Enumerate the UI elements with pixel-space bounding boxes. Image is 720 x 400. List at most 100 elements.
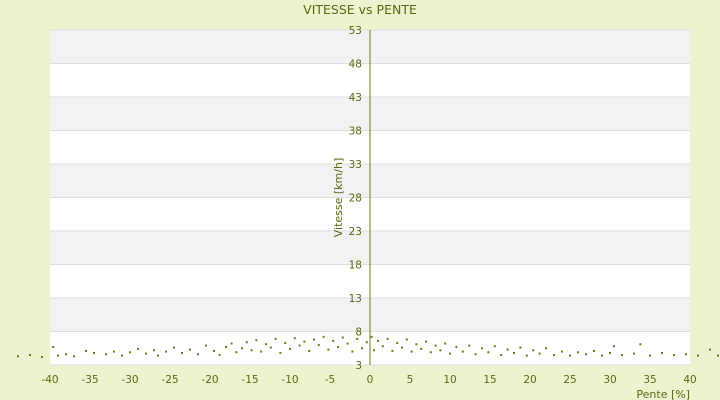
data-point xyxy=(577,351,579,354)
data-point xyxy=(709,348,711,351)
x-tick-label: 30 xyxy=(603,374,616,386)
data-point xyxy=(129,351,131,354)
data-point xyxy=(332,339,335,342)
data-point xyxy=(260,350,263,353)
x-tick-label: 25 xyxy=(563,374,576,386)
x-tick-label: 35 xyxy=(643,374,656,386)
data-point xyxy=(197,353,199,356)
y-tick-label: 38 xyxy=(349,126,362,138)
data-point xyxy=(269,346,272,349)
x-tick-label: -40 xyxy=(41,374,58,386)
data-point xyxy=(274,337,277,340)
data-point xyxy=(351,350,354,353)
data-point xyxy=(57,354,59,357)
x-tick-label: 20 xyxy=(523,374,536,386)
data-point xyxy=(189,348,191,351)
data-point xyxy=(365,341,368,344)
y-tick-label: 28 xyxy=(349,193,362,205)
data-point xyxy=(487,351,490,354)
data-point xyxy=(173,346,175,349)
data-point xyxy=(165,350,167,353)
data-point xyxy=(613,345,615,348)
data-point xyxy=(250,349,253,352)
data-point xyxy=(361,347,363,350)
data-point xyxy=(685,353,687,356)
data-point xyxy=(661,351,663,354)
data-point xyxy=(545,347,547,350)
data-point xyxy=(370,335,373,338)
data-point xyxy=(225,345,227,348)
x-tick-label: 40 xyxy=(683,374,696,386)
data-point xyxy=(609,351,611,354)
data-point xyxy=(474,353,477,356)
data-point xyxy=(429,351,432,354)
data-point xyxy=(639,343,642,346)
data-point xyxy=(493,345,496,348)
data-point xyxy=(213,349,215,352)
data-point xyxy=(327,348,330,351)
data-point xyxy=(245,341,248,344)
data-point xyxy=(293,337,296,340)
data-point xyxy=(113,350,115,353)
data-point xyxy=(649,354,651,357)
x-axis-label: Pente [%] xyxy=(636,388,690,400)
data-point xyxy=(289,347,291,350)
data-point xyxy=(525,354,528,357)
data-point xyxy=(396,341,399,344)
x-tick-label: -30 xyxy=(121,374,138,386)
x-tick-label: 10 xyxy=(443,374,456,386)
y-tick-label: 23 xyxy=(349,226,362,238)
x-tick-label: 15 xyxy=(483,374,496,386)
y-tick-label: 3 xyxy=(355,360,362,372)
data-point xyxy=(500,353,503,356)
data-point xyxy=(386,337,389,340)
data-point xyxy=(205,344,207,347)
data-point xyxy=(235,351,238,354)
data-point xyxy=(145,352,147,355)
y-axis-label: Vitesse [km/h] xyxy=(332,158,345,238)
data-point xyxy=(153,349,155,352)
data-point xyxy=(561,350,563,353)
y-tick-label: 18 xyxy=(349,260,362,272)
x-tick-label: -5 xyxy=(325,374,335,386)
data-point xyxy=(532,349,535,352)
data-point xyxy=(157,354,159,357)
data-point xyxy=(230,342,233,345)
data-point xyxy=(93,351,95,354)
x-tick-label: -15 xyxy=(241,374,258,386)
data-point xyxy=(322,335,325,338)
data-point xyxy=(601,354,603,357)
data-point xyxy=(218,353,221,356)
data-point xyxy=(585,353,587,356)
data-point xyxy=(337,345,339,348)
data-point xyxy=(420,347,423,350)
data-point xyxy=(298,344,301,347)
data-point xyxy=(538,352,541,355)
data-point xyxy=(284,341,287,344)
data-point xyxy=(461,350,464,353)
x-tick-label: -35 xyxy=(81,374,98,386)
x-tick-label: 0 xyxy=(367,374,374,386)
data-point xyxy=(621,353,623,356)
data-point xyxy=(181,351,183,354)
data-point xyxy=(697,354,699,357)
data-point xyxy=(121,354,123,357)
data-point xyxy=(593,349,595,352)
data-point xyxy=(65,353,67,356)
data-point xyxy=(449,352,451,355)
y-tick-label: 53 xyxy=(349,25,362,37)
data-point xyxy=(317,343,320,346)
data-point xyxy=(425,340,427,343)
data-point xyxy=(415,343,418,346)
y-tick-label: 43 xyxy=(349,92,362,104)
x-tick-labels: -40 -35 -30 -25 -20 -15 -10 -5 0 5 10 15 20 25 30 35 40 xyxy=(41,374,696,386)
y-tick-label: 8 xyxy=(355,327,362,339)
data-point xyxy=(377,339,379,342)
data-point xyxy=(279,351,282,354)
data-point xyxy=(73,355,75,358)
data-point xyxy=(85,349,87,352)
y-tick-label: 33 xyxy=(349,159,362,171)
x-tick-label: -25 xyxy=(161,374,178,386)
